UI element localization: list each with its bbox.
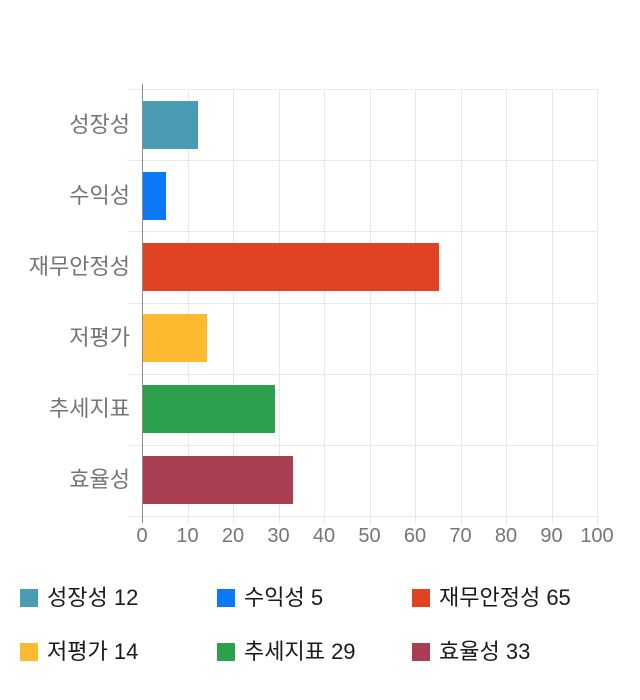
legend-label: 수익성 5: [244, 585, 324, 610]
legend-label: 저평가 14: [47, 639, 139, 664]
legend-item-성장성[interactable]: 성장성 12: [20, 585, 139, 610]
gridline-vertical: [597, 89, 598, 523]
legend-swatch: [412, 643, 430, 661]
x-axis-tick-label: 100: [580, 525, 614, 547]
legend-label: 재무안정성 65: [439, 585, 571, 610]
legend-label: 성장성 12: [47, 585, 139, 610]
legend-label: 추세지표 29: [244, 639, 356, 664]
legend-item-추세지표[interactable]: 추세지표 29: [217, 639, 356, 664]
category-label-재무안정성: 재무안정성: [28, 253, 130, 279]
legend-item-재무안정성[interactable]: 재무안정성 65: [412, 585, 571, 610]
category-label-효율성: 효율성: [69, 467, 130, 493]
gridline-horizontal: [129, 373, 597, 375]
x-axis-tick-label: 80: [494, 525, 518, 547]
x-axis-tick-label: 70: [449, 525, 472, 547]
gridline-vertical: [187, 89, 189, 523]
bar-저평가: [143, 314, 207, 363]
gridline-horizontal: [129, 231, 597, 233]
legend-item-수익성[interactable]: 수익성 5: [217, 585, 324, 610]
legend-swatch: [20, 589, 38, 607]
x-axis-tick-label: 50: [358, 525, 381, 547]
legend-swatch: [217, 643, 235, 661]
category-label-저평가: 저평가: [69, 325, 130, 351]
gridline-vertical: [460, 89, 462, 523]
bar-추세지표: [143, 385, 275, 434]
legend-label: 효율성 33: [439, 639, 531, 664]
category-label-수익성: 수익성: [69, 182, 130, 208]
x-axis-tick-label: 30: [267, 525, 290, 547]
legend-swatch: [412, 589, 430, 607]
x-axis-tick-label: 10: [176, 525, 199, 547]
bar-수익성: [143, 171, 166, 220]
gridline-vertical: [551, 89, 553, 523]
x-axis-tick-label: 0: [136, 525, 148, 547]
legend-swatch: [20, 643, 38, 661]
x-axis-tick-label: 60: [403, 525, 427, 547]
gridline-vertical: [506, 89, 507, 523]
gridline-horizontal: [129, 516, 597, 517]
category-label-성장성: 성장성: [69, 111, 130, 137]
legend-swatch: [217, 589, 235, 607]
gridline-vertical: [369, 89, 371, 523]
x-axis-tick-label: 90: [540, 525, 563, 547]
x-axis-tick-label: 20: [221, 525, 245, 547]
gridline-horizontal: [129, 89, 597, 90]
x-axis-tick-label: 40: [312, 525, 336, 547]
bar-성장성: [143, 100, 198, 149]
legend-item-효율성[interactable]: 효율성 33: [412, 639, 531, 664]
gridline-vertical: [324, 89, 325, 523]
gridline-vertical: [415, 89, 416, 523]
legend-item-저평가[interactable]: 저평가 14: [20, 639, 139, 664]
gridline-horizontal: [129, 302, 597, 304]
gridline-horizontal: [129, 160, 597, 162]
bar-재무안정성: [143, 242, 439, 291]
y-axis-line: [142, 84, 143, 523]
bar-효율성: [143, 456, 294, 505]
gridline-horizontal: [129, 444, 597, 446]
gridline-vertical: [233, 89, 234, 523]
category-label-추세지표: 추세지표: [49, 396, 130, 422]
gridline-vertical: [278, 89, 280, 523]
